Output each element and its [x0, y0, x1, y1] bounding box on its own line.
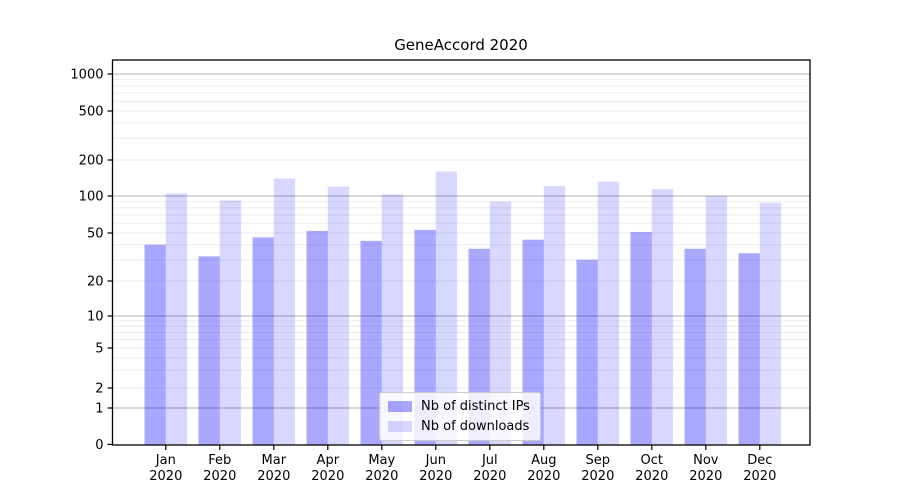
- legend-item: Nb of distinct IPs: [388, 399, 530, 414]
- legend: Nb of distinct IPs Nb of downloads: [379, 392, 541, 441]
- x-tick-label: Jun 2020: [419, 453, 452, 484]
- y-tick-label: 1: [95, 402, 103, 417]
- bar-distinct-ips: [144, 244, 166, 445]
- x-tick-label: Feb 2020: [203, 453, 236, 484]
- bar-downloads: [327, 186, 350, 445]
- bar-downloads: [759, 202, 782, 445]
- legend-label: Nb of downloads: [421, 419, 530, 434]
- bar-downloads: [597, 181, 620, 445]
- bar-distinct-ips: [738, 253, 760, 445]
- y-tick-label: 50: [87, 227, 104, 242]
- legend-label: Nb of distinct IPs: [421, 399, 530, 414]
- bar-downloads: [273, 178, 296, 445]
- x-tick-label: Mar 2020: [257, 453, 290, 484]
- plot-border: [111, 59, 811, 446]
- y-tick-label: 500: [79, 105, 104, 120]
- x-tick-label: Nov 2020: [689, 453, 722, 484]
- legend-item: Nb of downloads: [388, 419, 530, 434]
- bar-downloads: [651, 189, 674, 445]
- legend-swatch: [388, 401, 412, 412]
- x-tick-label: Sep 2020: [581, 453, 614, 484]
- y-tick-label: 1000: [70, 68, 103, 83]
- bar-downloads: [165, 193, 188, 445]
- y-tick-label: 2: [95, 382, 103, 397]
- bar-downloads: [381, 194, 404, 445]
- bar-downloads: [489, 201, 512, 445]
- bar-downloads: [543, 186, 566, 446]
- x-tick-label: Jan 2020: [149, 453, 182, 484]
- x-tick-label: Jul 2020: [473, 453, 506, 484]
- bar-distinct-ips: [630, 231, 652, 445]
- bar-distinct-ips: [414, 229, 436, 445]
- bar-distinct-ips: [576, 259, 598, 445]
- y-tick-label: 10: [87, 310, 104, 325]
- legend-swatch: [388, 421, 412, 432]
- y-tick-label: 20: [87, 275, 104, 290]
- bar-downloads: [219, 200, 242, 445]
- bar-distinct-ips: [684, 248, 706, 445]
- bar-downloads: [705, 196, 728, 445]
- bar-distinct-ips: [360, 240, 382, 445]
- bar-distinct-ips: [252, 237, 274, 445]
- x-tick-label: Oct 2020: [635, 453, 668, 484]
- bar-distinct-ips: [198, 256, 220, 445]
- y-tick-label: 5: [95, 342, 103, 357]
- x-tick-label: Aug 2020: [527, 453, 560, 484]
- x-tick-label: May 2020: [365, 453, 398, 484]
- y-tick-label: 200: [79, 154, 104, 169]
- y-tick-label: 100: [79, 190, 104, 205]
- x-tick-label: Apr 2020: [311, 453, 344, 484]
- x-tick-label: Dec 2020: [743, 453, 776, 484]
- bar-distinct-ips: [306, 230, 328, 445]
- bar-downloads: [435, 171, 458, 445]
- chart-title: GeneAccord 2020: [394, 36, 528, 54]
- y-tick-label: 0: [95, 438, 103, 453]
